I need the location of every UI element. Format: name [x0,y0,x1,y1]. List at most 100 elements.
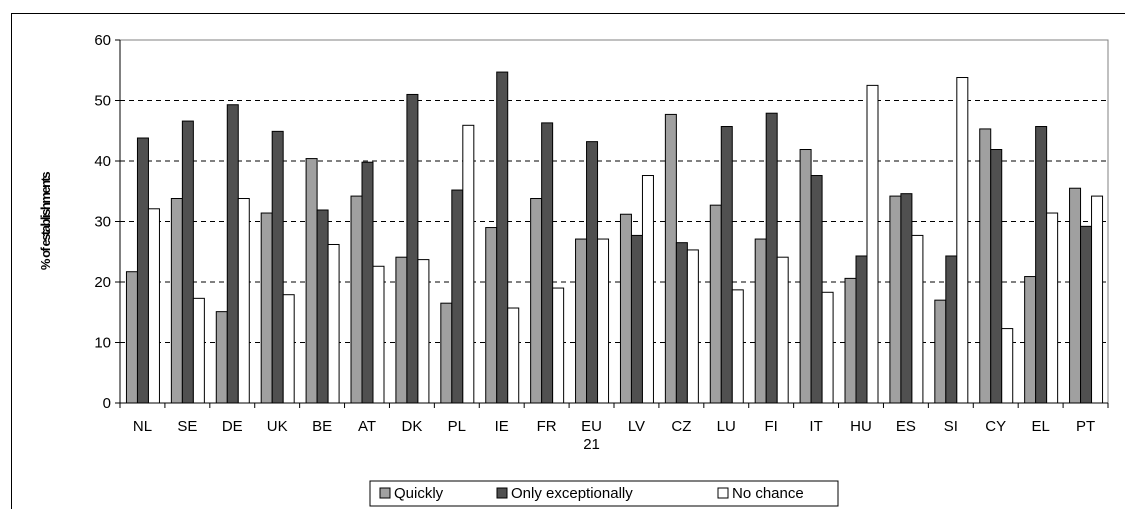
legend: Quickly Only exceptionally No chance [369,480,839,507]
bar-at-only-exceptionally [361,161,374,404]
bar-hu-quickly [844,277,857,404]
bar-cz-no-chance [686,249,699,404]
bar-it-only-exceptionally [810,175,823,404]
y-axis-label: % of establishments [38,172,53,270]
bar-de-quickly [215,311,228,404]
x-tick-label-lu: LU [717,418,736,435]
x-tick-label-eu21: EU 21 [581,418,602,453]
bar-se-no-chance [192,297,205,404]
x-tick-label-dk: DK [401,418,422,435]
bar-be-quickly [305,158,318,404]
x-tick-label-lv: LV [628,418,645,435]
bar-fr-no-chance [552,287,565,404]
x-tick-label-nl: NL [133,418,152,435]
x-tick-label-uk: UK [267,418,288,435]
bar-lv-quickly [619,213,632,404]
bar-el-quickly [1024,276,1037,404]
bar-es-only-exceptionally [900,193,913,404]
x-tick-label-it: IT [809,418,822,435]
bar-lv-no-chance [641,175,654,404]
bar-cy-no-chance [1001,328,1014,404]
bar-pl-quickly [440,302,453,404]
bar-lv-only-exceptionally [630,234,643,404]
bar-se-only-exceptionally [181,120,194,404]
bar-eu21-only-exceptionally [586,141,599,404]
bar-fi-only-exceptionally [765,112,778,404]
bar-si-quickly [934,299,947,404]
bar-eu21-no-chance [597,238,610,404]
x-tick-label-se: SE [177,418,197,435]
bar-dk-only-exceptionally [406,93,419,404]
x-tick-label-pl: PL [448,418,466,435]
bar-hu-only-exceptionally [855,255,868,404]
x-tick-label-ie: IE [495,418,509,435]
bar-pt-no-chance [1091,195,1104,404]
bar-lu-quickly [709,204,722,404]
bar-at-quickly [350,195,363,404]
bar-pt-only-exceptionally [1080,225,1093,404]
y-tick-label-30: 30 [94,214,111,231]
y-tick-label-10: 10 [94,335,111,352]
bar-fi-no-chance [776,256,789,404]
bar-pl-only-exceptionally [451,189,464,404]
x-tick-label-cy: CY [985,418,1006,435]
x-tick-label-cz: CZ [671,418,691,435]
bar-si-only-exceptionally [945,255,958,404]
bar-fr-quickly [530,198,543,404]
bar-lu-only-exceptionally [720,126,733,404]
bar-nl-quickly [125,271,138,404]
bar-pt-quickly [1069,187,1082,404]
legend-label-only-exceptionally: Only exceptionally [511,485,633,502]
bar-fr-only-exceptionally [541,122,554,404]
bar-de-no-chance [237,198,250,404]
bar-pl-no-chance [462,124,475,404]
bar-uk-quickly [260,212,273,404]
bar-uk-no-chance [282,294,295,404]
bar-ie-only-exceptionally [496,71,509,404]
bar-lu-no-chance [731,289,744,404]
legend-label-quickly: Quickly [394,485,444,502]
bar-de-only-exceptionally [226,104,239,404]
bar-ie-quickly [485,227,498,404]
x-tick-label-de: DE [222,418,243,435]
x-tick-label-pt: PT [1076,418,1095,435]
bar-es-quickly [889,195,902,404]
legend-label-no-chance: No chance [732,485,804,502]
bar-ie-no-chance [507,307,520,404]
bar-es-no-chance [911,234,924,404]
bar-hu-no-chance [866,84,879,404]
x-tick-label-es: ES [896,418,916,435]
x-tick-label-be: BE [312,418,332,435]
y-tick-label-50: 50 [94,93,111,110]
bar-it-quickly [799,149,812,404]
bar-uk-only-exceptionally [271,130,284,404]
x-tick-label-at: AT [358,418,376,435]
legend-box [369,480,839,507]
legend-swatch-no-chance [717,487,729,499]
y-tick-label-20: 20 [94,274,111,291]
bar-nl-only-exceptionally [136,137,149,404]
bar-be-no-chance [327,243,340,404]
bar-dk-quickly [395,256,408,404]
bar-nl-no-chance [147,208,160,404]
bar-cy-quickly [979,128,992,404]
legend-swatch-only-exceptionally [496,487,508,499]
x-tick-label-hu: HU [850,418,872,435]
x-tick-label-si: SI [944,418,958,435]
bar-el-no-chance [1046,212,1059,404]
x-tick-label-el: EL [1031,418,1049,435]
bar-cy-only-exceptionally [990,149,1003,404]
bar-si-no-chance [956,77,969,404]
legend-swatch-quickly [379,487,391,499]
bar-cz-only-exceptionally [675,242,688,404]
bar-dk-no-chance [417,259,430,404]
bar-eu21-quickly [575,238,588,404]
bar-cz-quickly [664,113,677,404]
bar-at-no-chance [372,265,385,404]
bar-fi-quickly [754,238,767,404]
y-tick-label-40: 40 [94,153,111,170]
x-tick-label-fi: FI [765,418,778,435]
bar-se-quickly [170,198,183,404]
bar-it-no-chance [821,291,834,404]
